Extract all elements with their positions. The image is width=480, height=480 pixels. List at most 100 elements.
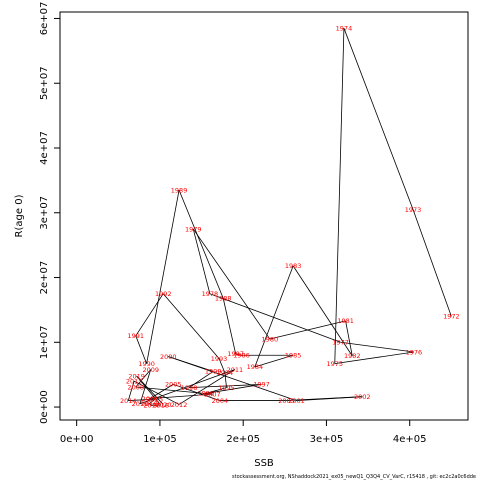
point-label-1994: 1994 xyxy=(217,369,234,377)
x-tick-label: 0e+00 xyxy=(60,434,94,445)
x-axis: 0e+00 1e+05 2e+05 3e+05 4e+05 xyxy=(60,419,427,445)
segment-1993-1994 xyxy=(218,358,226,373)
point-label-1991: 1991 xyxy=(127,332,144,340)
x-tick-label: 1e+05 xyxy=(143,434,177,445)
point-label-2007: 2007 xyxy=(204,390,221,398)
point-label-1995: 1995 xyxy=(218,384,235,392)
segment-2015-2016 xyxy=(148,398,156,405)
point-label-2000: 2000 xyxy=(160,353,177,361)
segment-2016-2017 xyxy=(148,403,152,406)
point-label-1988: 1988 xyxy=(215,295,232,303)
point-label-1996: 1996 xyxy=(197,390,214,398)
segment-1991-1992 xyxy=(135,293,164,337)
point-label-1975: 1975 xyxy=(327,360,344,368)
point-label-1998: 1998 xyxy=(181,384,198,392)
segment-1990-1991 xyxy=(135,335,147,364)
point-label-1985: 1985 xyxy=(285,352,302,360)
segment-2008-2009 xyxy=(135,369,152,388)
point-label-1976: 1976 xyxy=(406,348,423,356)
segment-1983-1984 xyxy=(254,265,294,368)
point-label-1972: 1972 xyxy=(443,313,460,321)
segment-1988-1989 xyxy=(178,189,224,299)
point-label-2011: 2011 xyxy=(227,366,244,374)
segment-1987-1988 xyxy=(222,298,237,355)
y-axis: 0e+00 1e+07 2e+07 3e+07 4e+07 5e+07 6e+07 xyxy=(39,2,61,424)
segment-2013-2014 xyxy=(127,381,135,401)
point-label-1981: 1981 xyxy=(337,317,354,325)
footer-text: stockassessment.org, NShaddock2021_ex05_… xyxy=(232,474,476,480)
y-tick-label: 2e+07 xyxy=(39,261,50,295)
y-tick-label: 4e+07 xyxy=(39,131,50,165)
point-label-2017: 2017 xyxy=(143,401,160,409)
segment-1992-1993 xyxy=(162,293,220,359)
trajectory-lines xyxy=(127,28,452,406)
x-axis-label: SSB xyxy=(254,458,274,469)
segment-1995-1996 xyxy=(205,387,227,394)
point-label-2002: 2002 xyxy=(354,393,371,401)
segment-1989-1990 xyxy=(146,190,180,364)
x-tick-label: 4e+05 xyxy=(393,434,427,445)
point-label-1973: 1973 xyxy=(405,206,422,214)
point-label-2019: 2019 xyxy=(128,372,145,380)
point-label-1989: 1989 xyxy=(171,186,188,194)
point-label-2001: 2001 xyxy=(288,397,305,405)
segment-1980-1981 xyxy=(269,320,346,340)
point-label-1990: 1990 xyxy=(138,360,155,368)
segment-1979-1980 xyxy=(192,228,271,340)
segment-2000-2001 xyxy=(168,356,297,401)
segment-2012-2013 xyxy=(133,380,180,405)
point-label-1982: 1982 xyxy=(344,352,361,360)
segment-1978-1979 xyxy=(192,228,211,294)
point-label-2018: 2018 xyxy=(152,401,169,409)
point-label-2016: 2016 xyxy=(141,400,158,408)
segment-1974-1975 xyxy=(334,28,345,364)
segment-1976-1977 xyxy=(340,341,414,353)
segment-2011-2012 xyxy=(178,369,236,405)
point-label-2009: 2009 xyxy=(142,366,159,374)
point-label-1974: 1974 xyxy=(336,24,353,32)
point-label-2008: 2008 xyxy=(127,383,144,391)
point-label-2015: 2015 xyxy=(147,396,164,404)
point-label-1993: 1993 xyxy=(211,355,228,363)
year-labels: 1972 1973 1974 1975 1976 1977 1978 1979 1980 1981… xyxy=(120,24,460,409)
x-tick-label: 2e+05 xyxy=(226,434,260,445)
point-label-1980: 1980 xyxy=(262,335,279,343)
point-label-2014: 2014 xyxy=(120,397,137,405)
point-label-2012: 2012 xyxy=(171,401,188,409)
point-label-1978: 1978 xyxy=(202,290,219,298)
point-label-1992: 1992 xyxy=(155,290,172,298)
point-label-2006: 2006 xyxy=(142,395,159,403)
point-label-2020: 2020 xyxy=(155,401,172,409)
segment-2006-2007 xyxy=(149,393,213,400)
y-tick-label: 1e+07 xyxy=(39,325,50,359)
point-label-1977: 1977 xyxy=(332,339,349,347)
point-label-2004: 2004 xyxy=(212,397,229,405)
point-label-1986: 1986 xyxy=(233,352,250,360)
point-label-2010: 2010 xyxy=(132,400,149,408)
segment-1975-1976 xyxy=(334,351,414,365)
segment-1997-1998 xyxy=(189,383,262,389)
segment-1973-1974 xyxy=(343,28,414,210)
point-label-1983: 1983 xyxy=(285,262,302,270)
point-label-1999: 1999 xyxy=(205,368,222,376)
point-label-2005: 2005 xyxy=(165,381,182,389)
y-tick-label: 0e+00 xyxy=(39,390,50,424)
segment-1972-1973 xyxy=(412,209,452,317)
segment-2002-2003 xyxy=(286,396,363,401)
point-label-1984: 1984 xyxy=(247,363,264,371)
segment-2014-2015 xyxy=(128,398,155,401)
segment-1977-1978 xyxy=(209,293,341,343)
point-label-2013: 2013 xyxy=(126,377,143,385)
y-axis-label: R(age 0) xyxy=(14,194,25,237)
y-tick-label: 6e+07 xyxy=(39,2,50,36)
segment-1996-1997 xyxy=(205,383,262,394)
segment-1981-1982 xyxy=(345,320,353,356)
segment-2019-2020 xyxy=(136,375,164,405)
segment-1982-1983 xyxy=(292,265,353,357)
y-tick-label: 3e+07 xyxy=(39,196,50,230)
y-tick-label: 5e+07 xyxy=(39,66,50,100)
point-label-1987: 1987 xyxy=(227,350,244,358)
segment-2010-2011 xyxy=(139,369,235,405)
point-label-1979: 1979 xyxy=(185,225,202,233)
